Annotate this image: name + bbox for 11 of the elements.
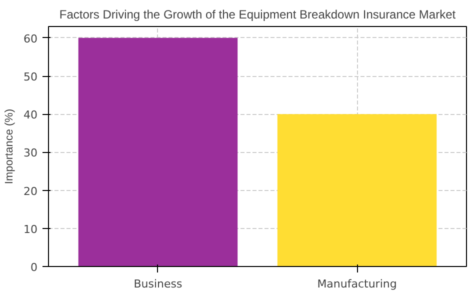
y-tick-label: 0 [30, 261, 38, 274]
y-tick-label: 40 [24, 108, 38, 122]
x-tick-label: Business [134, 278, 182, 290]
y-tick-label: 60 [24, 32, 38, 46]
y-tick-label: 30 [24, 146, 38, 160]
chart-title: Factors Driving the Growth of the Equipment Breakdown Insurance Market [59, 8, 456, 22]
y-tick-label: 20 [24, 184, 38, 198]
y-tick-label: 50 [24, 70, 38, 84]
y-tick-label: 10 [24, 222, 38, 236]
x-tick-label: Manufacturing [317, 278, 397, 290]
y-axis-title: Importance (%) [4, 108, 16, 184]
